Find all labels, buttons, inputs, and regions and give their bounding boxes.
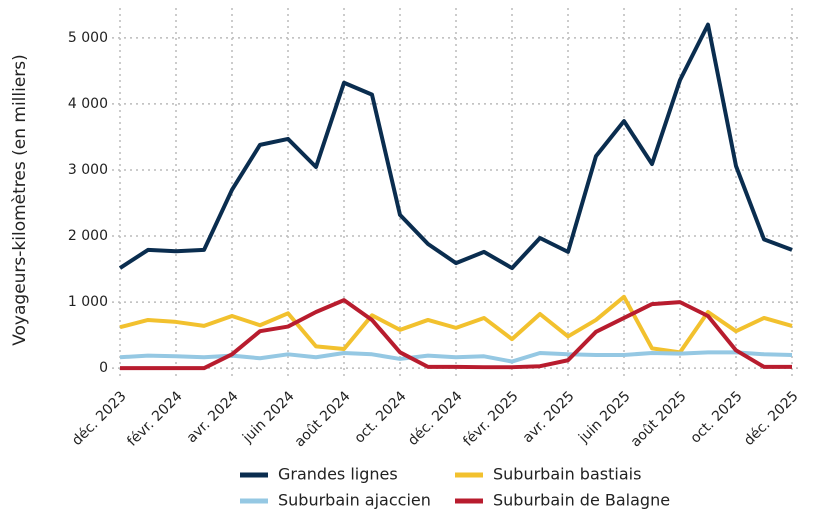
x-tick-label: févr. 2024 <box>124 388 185 449</box>
y-tick-label: 3 000 <box>68 162 108 178</box>
series-line <box>120 298 792 371</box>
x-tick-label: déc. 2024 <box>405 388 466 449</box>
x-tick-label: févr. 2025 <box>460 388 521 449</box>
x-tick-label: avr. 2024 <box>184 388 242 446</box>
legend-label: Suburbain de Balagne <box>493 491 670 510</box>
legend-label: Suburbain bastiais <box>493 465 641 484</box>
x-tick-label: déc. 2025 <box>741 388 802 449</box>
y-axis-label: Voyageurs-kilomètres (en milliers) <box>10 54 30 346</box>
x-tick-label: août 2024 <box>292 388 354 450</box>
series-line <box>118 22 793 271</box>
y-tick-label: 1 000 <box>68 294 108 310</box>
y-tick-label: 2 000 <box>68 228 108 244</box>
legend-label: Grandes lignes <box>278 465 398 484</box>
x-tick-label: juin 2024 <box>239 388 297 446</box>
x-tick-label: oct. 2025 <box>687 388 745 446</box>
legend-label: Suburbain ajaccien <box>278 491 431 510</box>
x-tick-label: avr. 2025 <box>520 388 578 446</box>
x-tick-label: juin 2025 <box>575 388 633 446</box>
x-tick-label: déc. 2023 <box>69 388 130 449</box>
series-line <box>119 294 793 355</box>
x-tick-label: oct. 2024 <box>351 388 409 446</box>
y-tick-label: 4 000 <box>68 96 108 112</box>
y-tick-label: 0 <box>99 360 108 376</box>
y-tick-label: 5 000 <box>68 30 108 46</box>
x-tick-label: août 2025 <box>628 388 690 450</box>
